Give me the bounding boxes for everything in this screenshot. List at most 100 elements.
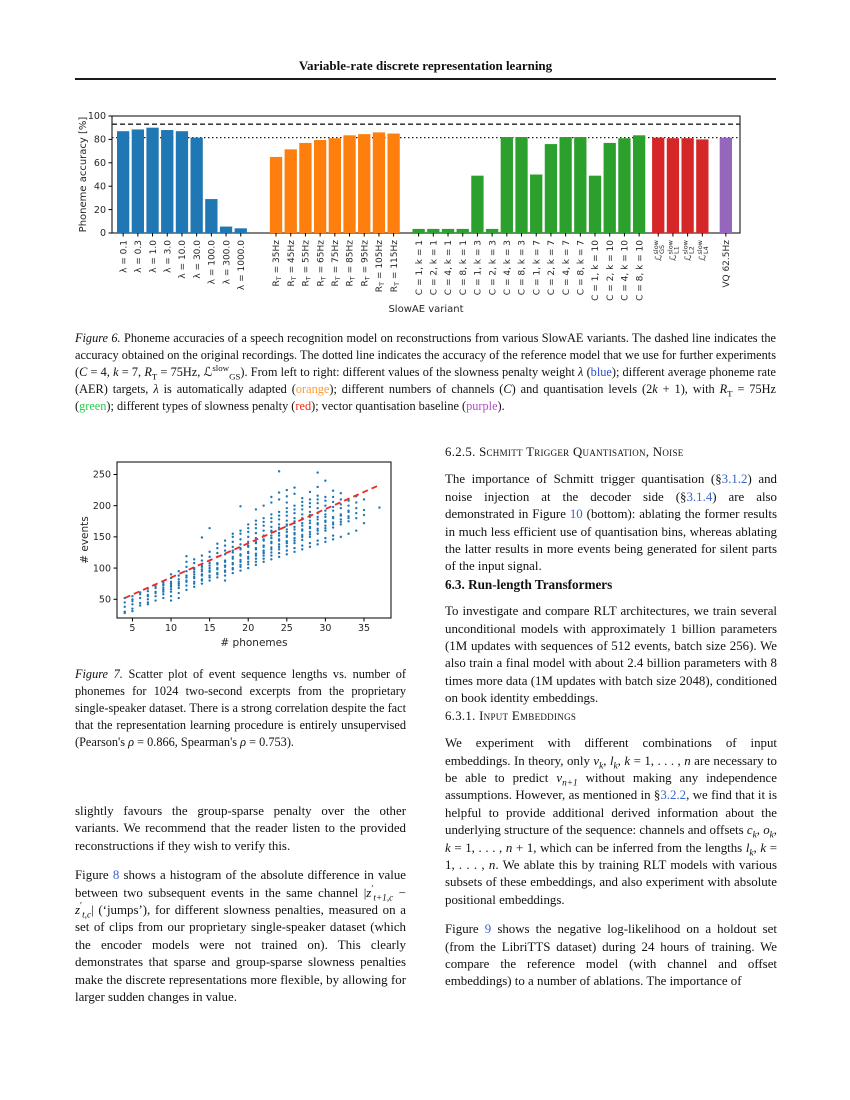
- scatter-point: [285, 510, 289, 514]
- scatter-point: [285, 506, 289, 510]
- bar-tick-label: C = 8, k = 7: [577, 240, 587, 295]
- scatter-point: [239, 569, 242, 572]
- scatter-point: [138, 604, 142, 607]
- bar-slowness-penalty-types: [681, 138, 694, 233]
- scatter-point: [262, 549, 265, 552]
- text-segment: k: [445, 840, 451, 855]
- scatter-point: [293, 533, 296, 536]
- scatter-point: [247, 560, 250, 564]
- text-segment: z: [75, 903, 81, 918]
- scatter-point: [262, 520, 265, 524]
- text-segment: (: [583, 365, 591, 379]
- scatter-point: [293, 546, 296, 550]
- scatter-point: [254, 508, 258, 511]
- scatter-point: [339, 514, 343, 517]
- bar-channels-and-quantisation-levels: [500, 137, 513, 233]
- scatter-point: [347, 516, 350, 520]
- text-segment: = 1, . . . ,: [630, 753, 685, 768]
- scatter-point: [270, 548, 273, 551]
- text-segment: l: [609, 753, 614, 768]
- bar-average-phoneme-rate-targets: [343, 135, 356, 233]
- scatter-point: [262, 560, 265, 564]
- scatter-point: [277, 531, 281, 535]
- scatter-point: [262, 557, 265, 560]
- scatter-point: [138, 601, 142, 605]
- scatter-point: [316, 494, 319, 497]
- text-segment: k: [624, 753, 631, 768]
- scatter-point: [223, 574, 227, 577]
- scatter-point: [331, 509, 335, 512]
- scatter-point: [208, 526, 211, 530]
- ref-link[interactable]: 8: [112, 868, 120, 883]
- ref-link[interactable]: 3.2.2: [660, 788, 687, 803]
- text-segment: ). From left to right: different values …: [240, 365, 579, 379]
- text-segment: shows a histogram of the absolute differ…: [75, 868, 406, 900]
- scatter-point: [216, 542, 219, 545]
- text-segment: Figure: [75, 868, 113, 883]
- y-tick-label: 40: [94, 181, 106, 192]
- scatter-point: [239, 538, 242, 541]
- scatter-point: [270, 520, 273, 524]
- bar-vector-quantisation-baseline: [719, 137, 732, 233]
- figure6-bar-chart: 0 20 40 60 80 100 λ = 0.1 λ = 0.3 λ = 1.0 λ = 3.0…: [78, 111, 741, 315]
- scatter-point: [270, 529, 273, 532]
- ref-link[interactable]: 3.1.2: [721, 472, 748, 487]
- bar-slowness-penalty-weight: [190, 137, 203, 233]
- text-segment: n: [505, 840, 513, 855]
- scatter-point: [277, 470, 281, 473]
- x-axis-label: # phonemes: [220, 637, 287, 649]
- scatter-point: [339, 523, 343, 526]
- bar-average-phoneme-rate-targets: [387, 133, 400, 233]
- bar-tick-label: RT = 85Hz: [346, 240, 357, 287]
- scatter-point: [185, 570, 188, 573]
- scatter-point: [200, 574, 204, 577]
- scatter-point: [262, 524, 265, 527]
- scatter-point: [293, 539, 296, 542]
- bar-slowness-penalty-weight: [234, 228, 247, 233]
- scatter-point: [247, 551, 250, 555]
- bar-tick-label: RT = 35Hz: [272, 240, 283, 287]
- scatter-point: [200, 570, 204, 573]
- scatter-point: [192, 582, 196, 585]
- text-segment: k: [652, 382, 658, 396]
- scatter-point: [138, 596, 142, 600]
- scatter-point: [355, 516, 358, 520]
- scatter-point: [270, 501, 273, 504]
- scatter-point: [270, 513, 273, 516]
- scatter-point: [347, 499, 350, 502]
- ref-link[interactable]: 9: [484, 922, 492, 937]
- scatter-point: [254, 523, 258, 526]
- y-tick-label: 250: [93, 470, 111, 481]
- scatter-point: [277, 526, 281, 529]
- heading-6-3: 6.3. Run-length Transformers: [445, 576, 613, 592]
- bar-channels-and-quantisation-levels: [618, 138, 631, 233]
- right-column: 6.2.5. Schmitt Trigger Quantisation, Noi…: [445, 444, 777, 991]
- text-segment: n: [488, 857, 496, 872]
- ref-link[interactable]: 3.1.4: [686, 489, 713, 504]
- scatter-point: [331, 538, 335, 541]
- text-segment: ) and quantisation levels (2: [511, 382, 653, 396]
- figure6-caption: Figure 6. Phoneme accuracies of a speech…: [75, 330, 776, 415]
- scatter-point: [177, 570, 180, 573]
- scatter-point: [231, 568, 234, 571]
- y-axis-label: Phoneme accuracy [%]: [78, 117, 89, 233]
- scatter-point: [192, 561, 196, 565]
- ref-link[interactable]: 10: [569, 507, 583, 522]
- scatter-point: [270, 534, 273, 537]
- scatter-point: [169, 573, 173, 576]
- scatter-point: [177, 591, 180, 595]
- scatter-point: [301, 508, 304, 511]
- bar-tick-label: RT = 95Hz: [360, 240, 371, 287]
- scatter-point: [146, 603, 150, 606]
- scatter-point: [239, 505, 242, 508]
- scatter-point: [254, 531, 258, 535]
- y-tick-label: 200: [93, 501, 111, 512]
- text-segment: is automatically adapted (: [158, 382, 296, 396]
- bar-channels-and-quantisation-levels: [544, 144, 558, 233]
- bar-tick-label: VQ 62.5Hz: [722, 240, 732, 288]
- x-tick-label: 20: [242, 623, 254, 634]
- scatter-point: [308, 510, 312, 514]
- scatter-point: [316, 518, 319, 521]
- bar-tick-label: C = 8, k = 10: [635, 240, 645, 301]
